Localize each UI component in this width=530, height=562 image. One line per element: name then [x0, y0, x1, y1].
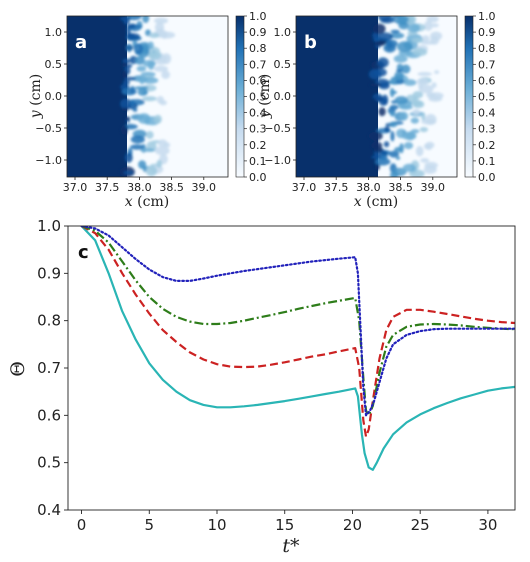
chart-ticks: 0 5 10 15 20 25 30 0.4 0.5 0.6 0.7 0.8 0.9 1.0	[37, 217, 497, 534]
x-tick-label: 39.0	[192, 181, 217, 194]
colorbar-tick-label: 0.6	[478, 74, 496, 87]
chart-y-tick-label: 0.9	[37, 264, 61, 282]
panel-letter-a: a	[75, 32, 87, 53]
chart-x-tick-label: 5	[144, 516, 154, 534]
series-line-1	[80, 226, 515, 471]
colorbar-tick-label: 0.4	[249, 107, 267, 120]
colorbar-tick-label: 0.7	[249, 58, 267, 71]
ylabel-b: y (cm)	[257, 74, 273, 119]
colorbar-tick-label: 0.6	[249, 74, 267, 87]
xlabel-b: x (cm)	[354, 194, 398, 210]
colorbar-tick-label: 0.1	[249, 155, 267, 168]
x-tick-label: 39.0	[421, 181, 446, 194]
chart-y-tick-label: 0.5	[37, 454, 61, 472]
field-image-a	[67, 16, 228, 177]
chart-y-tick-label: 0.7	[37, 359, 61, 377]
field-image-b	[296, 16, 457, 177]
axes-ticks-b: 37.0 37.5 38.0 38.5 39.0 1.0 0.5 0.0 −0.5 −1.0	[264, 26, 445, 194]
colorbar-tick-label: 0.5	[249, 91, 267, 104]
chart-y-tick-label: 0.6	[37, 406, 61, 424]
series-line-2	[80, 226, 515, 438]
colorbar-b	[464, 15, 474, 178]
panel-b: b 37.0 37.5 38.0 38.5 39.01.00.50.0−0.5−1.0 …	[257, 10, 496, 210]
chart-y-tick-label: 0.4	[37, 501, 61, 519]
x-tick-label: 38.0	[127, 181, 152, 194]
x-tick-label: 38.0	[356, 181, 381, 194]
chart-frame	[67, 225, 516, 511]
colorbar-tick-label: 0.9	[249, 26, 267, 39]
axes-ticks-a: 37.0 37.5 38.0 38.5 39.0 1.0 0.5 0.0 −0.5 −1.0	[35, 26, 216, 194]
chart-y-tick-label: 0.8	[37, 312, 61, 330]
ylabel-a: y (cm)	[28, 74, 44, 119]
xlabel-a: x (cm)	[125, 194, 169, 210]
chart-x-tick-label: 20	[343, 516, 362, 534]
y-tick-label: 1.0	[274, 26, 292, 39]
colorbar-a	[235, 15, 245, 178]
chart-x-tick-label: 10	[207, 516, 226, 534]
colorbar-tick-label: 0.2	[478, 139, 496, 152]
colorbar-tick-label: 0.0	[249, 171, 267, 184]
chart-series-group	[80, 226, 515, 471]
series-line-4	[80, 226, 515, 417]
colorbar-tick-label: 1.0	[249, 10, 267, 23]
panel-letter-b: b	[304, 32, 317, 53]
colorbar-tick-label: 0.8	[249, 42, 267, 55]
colorbar-tick-label: 1.0	[478, 10, 496, 23]
y-tick-label: 1.0	[45, 26, 63, 39]
colorbar-ticks-b: 1.0 0.9 0.8 0.7 0.6 0.5 0.4 0.3 0.2 0.1 0.0	[473, 10, 496, 184]
chart-x-tick-label: 25	[411, 516, 430, 534]
colorbar-tick-label: 0.1	[478, 155, 496, 168]
colorbar-ticks-a: 1.0 0.9 0.8 0.7 0.6 0.5 0.4 0.3 0.2 0.1 0.0	[244, 10, 267, 184]
chart-y-tick-label: 1.0	[37, 217, 61, 235]
x-tick-label: 38.5	[159, 181, 184, 194]
colorbar-tick-label: 0.7	[478, 58, 496, 71]
colorbar-tick-label: 0.5	[478, 91, 496, 104]
y-tick-label: 0.0	[45, 90, 63, 103]
y-tick-label: −1.0	[264, 154, 291, 167]
chart-xlabel: t*	[282, 535, 300, 557]
y-tick-label: 0.5	[274, 58, 292, 71]
colorbar-tick-label: 0.4	[478, 107, 496, 120]
x-tick-label: 37.5	[95, 181, 120, 194]
y-tick-label: 0.5	[45, 58, 63, 71]
x-tick-label: 37.0	[63, 181, 88, 194]
colorbar-tick-label: 0.9	[478, 26, 496, 39]
series-line-3	[81, 226, 515, 417]
colorbar-tick-label: 0.3	[478, 123, 496, 136]
chart-x-tick-label: 30	[478, 516, 497, 534]
colorbar-tick-label: 0.8	[478, 42, 496, 55]
colorbar-tick-label: 0.3	[249, 123, 267, 136]
y-tick-label: −0.5	[35, 122, 62, 135]
x-tick-label: 37.5	[324, 181, 349, 194]
chart-x-tick-label: 15	[275, 516, 294, 534]
panel-a: a 37.0 37.5 38.0 38.5 39.01.00.50.0−0.5−1.0 …	[28, 10, 267, 210]
panel-letter-c: c	[78, 242, 89, 263]
x-tick-label: 37.0	[292, 181, 317, 194]
colorbar-tick-label: 0.0	[478, 171, 496, 184]
y-tick-label: −1.0	[35, 154, 62, 167]
y-tick-label: 0.0	[274, 90, 292, 103]
colorbar-tick-label: 0.2	[249, 139, 267, 152]
panel-c: 0 5 10 15 20 25 30 0.4 0.5 0.6 0.7 0.8 0.9 1.0 c t* Θ	[7, 217, 516, 557]
x-tick-label: 38.5	[388, 181, 413, 194]
y-tick-label: −0.5	[264, 122, 291, 135]
chart-ylabel: Θ	[7, 361, 29, 377]
chart-x-tick-label: 0	[77, 516, 87, 534]
